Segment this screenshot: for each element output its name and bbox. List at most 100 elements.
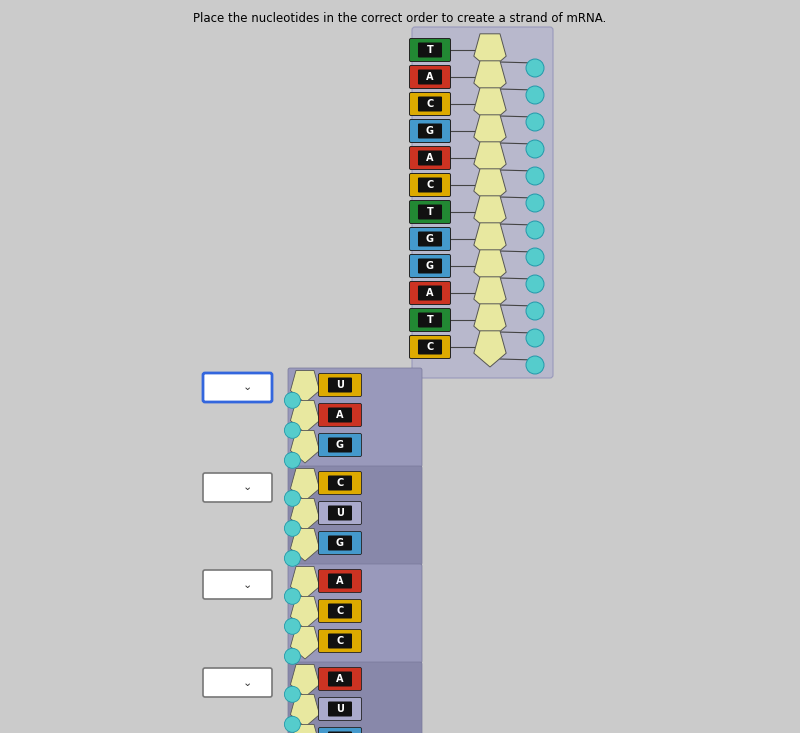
Text: ⌄: ⌄ <box>242 383 252 392</box>
FancyBboxPatch shape <box>328 536 352 550</box>
Circle shape <box>285 648 301 664</box>
FancyBboxPatch shape <box>410 309 450 331</box>
FancyBboxPatch shape <box>318 531 362 554</box>
FancyBboxPatch shape <box>318 374 362 397</box>
Polygon shape <box>474 331 506 367</box>
Circle shape <box>285 619 301 634</box>
Circle shape <box>526 275 544 293</box>
FancyBboxPatch shape <box>410 92 450 116</box>
Polygon shape <box>290 664 319 697</box>
Circle shape <box>526 86 544 104</box>
Circle shape <box>285 422 301 438</box>
Circle shape <box>285 520 301 537</box>
Polygon shape <box>290 724 319 733</box>
FancyBboxPatch shape <box>418 285 442 301</box>
FancyBboxPatch shape <box>288 564 422 663</box>
FancyBboxPatch shape <box>328 438 352 452</box>
FancyBboxPatch shape <box>318 600 362 622</box>
FancyBboxPatch shape <box>418 205 442 219</box>
FancyBboxPatch shape <box>410 254 450 278</box>
FancyBboxPatch shape <box>328 603 352 619</box>
Circle shape <box>285 452 301 468</box>
Circle shape <box>526 302 544 320</box>
FancyBboxPatch shape <box>410 147 450 169</box>
Circle shape <box>526 140 544 158</box>
FancyBboxPatch shape <box>410 65 450 89</box>
FancyBboxPatch shape <box>410 336 450 358</box>
FancyBboxPatch shape <box>203 570 272 599</box>
FancyBboxPatch shape <box>418 123 442 139</box>
Text: A: A <box>426 288 434 298</box>
Circle shape <box>526 167 544 185</box>
Circle shape <box>526 194 544 212</box>
Polygon shape <box>290 694 319 727</box>
Circle shape <box>285 686 301 702</box>
Polygon shape <box>290 370 319 403</box>
Text: ⌄: ⌄ <box>242 482 252 493</box>
FancyBboxPatch shape <box>318 727 362 733</box>
Text: G: G <box>426 234 434 244</box>
Text: T: T <box>426 207 434 217</box>
FancyBboxPatch shape <box>328 506 352 520</box>
Circle shape <box>526 113 544 131</box>
Circle shape <box>285 490 301 507</box>
FancyBboxPatch shape <box>328 476 352 490</box>
Polygon shape <box>290 528 319 561</box>
FancyBboxPatch shape <box>328 633 352 649</box>
FancyBboxPatch shape <box>418 339 442 355</box>
Polygon shape <box>290 430 319 463</box>
Polygon shape <box>474 196 506 232</box>
FancyBboxPatch shape <box>410 119 450 142</box>
Text: A: A <box>336 674 344 684</box>
Text: A: A <box>426 153 434 163</box>
FancyBboxPatch shape <box>318 630 362 652</box>
FancyBboxPatch shape <box>412 27 553 378</box>
FancyBboxPatch shape <box>318 403 362 427</box>
Circle shape <box>285 392 301 408</box>
Text: A: A <box>336 410 344 420</box>
Text: T: T <box>426 45 434 55</box>
Circle shape <box>285 550 301 567</box>
FancyBboxPatch shape <box>318 668 362 690</box>
Polygon shape <box>474 115 506 151</box>
FancyBboxPatch shape <box>203 473 272 502</box>
FancyBboxPatch shape <box>203 373 272 402</box>
Polygon shape <box>474 88 506 124</box>
Text: C: C <box>336 606 344 616</box>
FancyBboxPatch shape <box>328 573 352 589</box>
Polygon shape <box>290 597 319 629</box>
Polygon shape <box>474 250 506 286</box>
Text: C: C <box>426 99 434 109</box>
FancyBboxPatch shape <box>410 227 450 251</box>
Text: C: C <box>426 180 434 190</box>
Text: ⌄: ⌄ <box>242 580 252 589</box>
FancyBboxPatch shape <box>288 662 422 733</box>
Circle shape <box>526 59 544 77</box>
FancyBboxPatch shape <box>328 732 352 733</box>
FancyBboxPatch shape <box>318 433 362 457</box>
FancyBboxPatch shape <box>328 671 352 687</box>
Polygon shape <box>290 498 319 531</box>
FancyBboxPatch shape <box>410 201 450 224</box>
Polygon shape <box>290 567 319 599</box>
Polygon shape <box>290 627 319 659</box>
Text: ⌄: ⌄ <box>242 677 252 688</box>
Text: C: C <box>336 478 344 488</box>
Circle shape <box>526 356 544 374</box>
FancyBboxPatch shape <box>418 259 442 273</box>
Polygon shape <box>290 400 319 433</box>
FancyBboxPatch shape <box>418 232 442 246</box>
FancyBboxPatch shape <box>328 701 352 716</box>
Polygon shape <box>474 277 506 313</box>
Text: U: U <box>336 508 344 518</box>
FancyBboxPatch shape <box>418 312 442 328</box>
Text: U: U <box>336 380 344 390</box>
Text: G: G <box>336 538 344 548</box>
FancyBboxPatch shape <box>318 570 362 592</box>
Polygon shape <box>474 223 506 259</box>
FancyBboxPatch shape <box>328 408 352 422</box>
Circle shape <box>526 248 544 266</box>
Circle shape <box>285 716 301 732</box>
FancyBboxPatch shape <box>328 377 352 392</box>
Circle shape <box>526 329 544 347</box>
